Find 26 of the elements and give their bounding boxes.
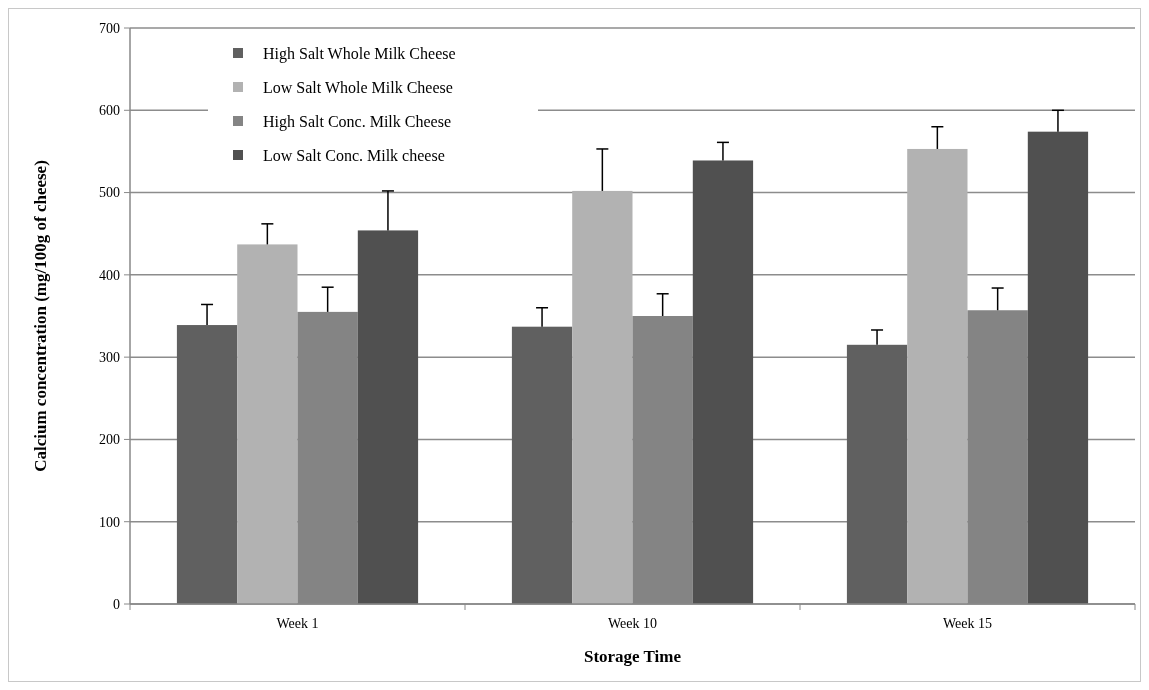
bar [1027, 131, 1089, 604]
legend-label: Low Salt Conc. Milk cheese [263, 146, 445, 164]
y-tick-label: 700 [99, 20, 120, 36]
bar [907, 148, 968, 604]
bar [846, 344, 908, 604]
legend-label: High Salt Conc. Milk Cheese [263, 112, 451, 131]
y-tick-label: 400 [99, 267, 120, 283]
x-tick-label: Week 10 [607, 616, 658, 631]
x-axis-title: Storage Time [583, 647, 682, 666]
x-tick-label: Week 15 [942, 616, 993, 631]
bar [572, 190, 633, 604]
bar [237, 244, 298, 604]
bar [357, 230, 419, 604]
y-tick-label: 300 [99, 350, 120, 366]
legend-label: Low Salt Whole Milk Cheese [263, 78, 453, 96]
y-tick-label: 200 [99, 432, 120, 448]
legend-label: High Salt Whole Milk Cheese [263, 44, 456, 63]
y-tick-label: 0 [113, 596, 120, 612]
bar [176, 325, 238, 604]
bar [692, 160, 754, 604]
y-tick-label: 600 [99, 103, 120, 119]
y-tick-label: 500 [99, 185, 120, 201]
x-tick-label: Week 1 [276, 616, 319, 631]
y-axis-title: Calcium concentration (mg/100g of cheese) [31, 160, 50, 472]
y-tick-label: 100 [99, 514, 120, 530]
bar [511, 326, 573, 604]
